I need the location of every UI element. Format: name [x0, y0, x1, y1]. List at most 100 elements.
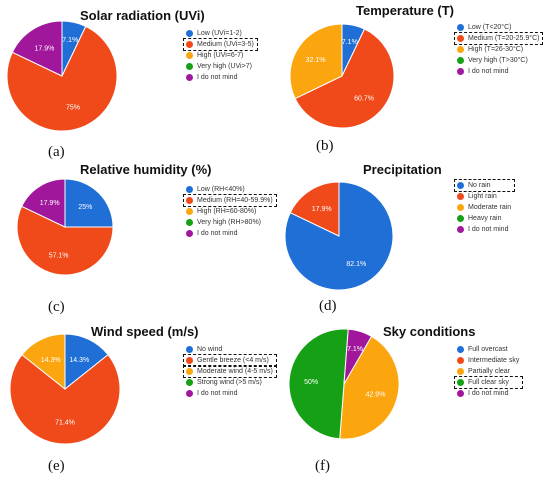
pie-slice	[9, 354, 121, 445]
legend: Low (T<20°C) Medium (T=20-25.9°C) High (T=…	[453, 22, 544, 77]
legend-label: I do not mind	[468, 226, 509, 233]
legend-swatch-icon	[186, 52, 193, 59]
legend-item: Low (RH<40%)	[184, 184, 276, 195]
legend-label: Low (RH<40%)	[197, 186, 245, 193]
legend-swatch-icon	[186, 41, 193, 48]
slice-value-label: 57.1%	[49, 253, 69, 260]
panel-label: (d)	[319, 298, 337, 314]
legend-swatch-icon	[457, 68, 464, 75]
legend-swatch-icon	[457, 215, 464, 222]
pie-chart-relative-humidity: 25% 57.1% 17.9%	[16, 178, 114, 276]
chart-title: Precipitation	[363, 162, 442, 177]
legend-item: Gentle breeze (<4 m/s)	[183, 354, 277, 367]
legend-label: Full overcast	[468, 346, 508, 353]
legend-label: High (UVi=6-7)	[197, 52, 244, 59]
legend-item: I do not mind	[184, 228, 276, 239]
panel-sky-conditions: Sky conditions 42.9% 50% 7.1% Full overcas…	[275, 320, 550, 480]
pie-slice	[21, 178, 66, 228]
panel-label: (a)	[48, 144, 65, 160]
legend-item: Medium (T=20-25.9°C)	[453, 32, 544, 45]
legend-item: Moderate wind (4-5 m/s)	[183, 365, 277, 378]
legend: Low (RH<40%) Medium (RH=40-59.9%) High (RH…	[183, 184, 277, 239]
legend-label: I do not mind	[468, 68, 509, 75]
legend-label: Full clear sky	[468, 379, 509, 386]
chart-title: Sky conditions	[383, 324, 476, 339]
slice-value-label: 32.1%	[306, 57, 326, 64]
legend-item: High (RH=60-80%)	[184, 206, 276, 217]
slice-value-label: 75%	[66, 105, 80, 112]
legend-label: Moderate wind (4-5 m/s)	[197, 368, 273, 375]
slice-value-label: 7.1%	[62, 37, 78, 44]
panel-solar-radiation: Solar radiation (UVi) 7.1% 75% 17.9% Low (…	[0, 0, 275, 160]
pie-chart-solar-radiation: 7.1% 75% 17.9%	[6, 20, 118, 132]
legend-item: Low (UVi=1-2)	[184, 28, 257, 39]
legend-label: High (RH=60-80%)	[197, 208, 257, 215]
chart-title: Solar radiation (UVi)	[80, 8, 205, 23]
pie-slice	[64, 178, 114, 228]
pie-slice	[343, 328, 373, 385]
legend-item: I do not mind	[184, 72, 257, 83]
legend-label: Partially clear	[468, 368, 511, 375]
legend-item: I do not mind	[184, 388, 276, 399]
legend-label: High (T=26-30°C)	[468, 46, 524, 53]
legend-item: Medium (UVi=3-5)	[183, 38, 258, 51]
panel-wind-speed: Wind speed (m/s) 14.3% 71.4% 14.3% No wind…	[0, 320, 277, 480]
pie-slice	[288, 328, 349, 440]
legend-swatch-icon	[457, 368, 464, 375]
legend-item: I do not mind	[455, 388, 522, 399]
legend-item: I do not mind	[455, 224, 514, 235]
pie-chart-precipitation: 82.1% 17.9%	[284, 181, 394, 291]
legend-label: Very high (T>30°C)	[468, 57, 528, 64]
legend-swatch-icon	[186, 208, 193, 215]
legend-label: Very high (RH>80%)	[197, 219, 262, 226]
legend-swatch-icon	[186, 379, 193, 386]
legend: Low (UVi=1-2) Medium (UVi=3-5) High (UVi=6…	[183, 28, 258, 83]
legend-label: Medium (RH=40-59.9%)	[197, 197, 273, 204]
legend-item: Full clear sky	[453, 376, 524, 389]
pie-slice	[294, 28, 395, 129]
legend-swatch-icon	[457, 204, 464, 211]
pie-slice	[289, 181, 340, 237]
legend-swatch-icon	[186, 390, 193, 397]
pie-slice	[21, 333, 66, 391]
slice-value-label: 71.4%	[55, 420, 75, 427]
panel-temperature: Temperature (T) 7.1% 60.7% 32.1% Low (T<20…	[275, 0, 550, 160]
legend-item: Very high (RH>80%)	[184, 217, 276, 228]
legend-label: I do not mind	[197, 390, 238, 397]
legend-item: Strong wind (>5 m/s)	[184, 377, 276, 388]
legend-item: Very high (UVi>7)	[184, 61, 257, 72]
pie-slice	[6, 25, 118, 132]
pie-chart-sky-conditions: 42.9% 50% 7.1%	[288, 328, 400, 440]
legend-label: Light rain	[468, 193, 497, 200]
slice-value-label: 50%	[304, 379, 318, 386]
legend-swatch-icon	[457, 390, 464, 397]
legend-item: Moderate rain	[455, 202, 514, 213]
legend-swatch-icon	[457, 182, 464, 189]
legend-swatch-icon	[186, 74, 193, 81]
legend-swatch-icon	[186, 186, 193, 193]
slice-value-label: 17.9%	[40, 200, 60, 207]
legend-swatch-icon	[457, 346, 464, 353]
legend-swatch-icon	[457, 379, 464, 386]
legend-label: Gentle breeze (<4 m/s)	[197, 357, 269, 364]
slice-value-label: 14.3%	[69, 357, 89, 364]
legend-label: Medium (T=20-25.9°C)	[468, 35, 540, 42]
legend-label: Low (UVi=1-2)	[197, 30, 242, 37]
panel-label: (b)	[316, 138, 334, 154]
pie-slice	[16, 205, 114, 276]
legend-swatch-icon	[186, 346, 193, 353]
legend-swatch-icon	[457, 46, 464, 53]
slice-value-label: 82.1%	[346, 261, 366, 268]
slice-value-label: 14.3%	[41, 357, 61, 364]
chart-title: Temperature (T)	[356, 3, 454, 18]
pie-slice	[11, 20, 63, 77]
legend-item: Heavy rain	[455, 213, 514, 224]
slice-value-label: 17.9%	[34, 46, 54, 53]
legend-swatch-icon	[457, 193, 464, 200]
pie-chart-temperature: 7.1% 60.7% 32.1%	[289, 23, 395, 129]
legend-item: High (UVi=6-7)	[184, 50, 257, 61]
legend: No rain Light rain Moderate rain Heavy rain…	[453, 179, 516, 235]
legend-label: Heavy rain	[468, 215, 502, 222]
panel-relative-humidity: Relative humidity (%) 25% 57.1% 17.9% Low …	[0, 160, 277, 320]
legend-item: No wind	[184, 344, 276, 355]
